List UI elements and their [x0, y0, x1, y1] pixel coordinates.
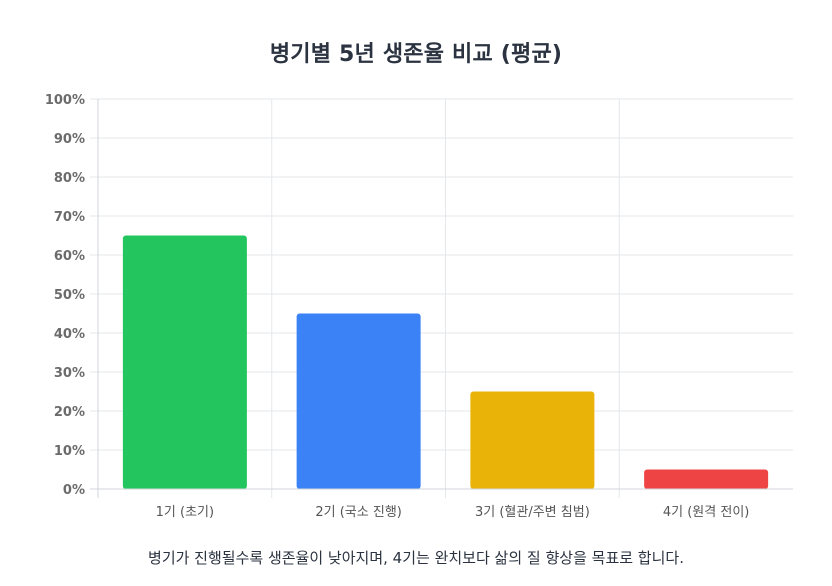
y-tick-label: 60% — [54, 249, 85, 264]
y-tick-label: 50% — [54, 288, 85, 303]
x-axis-ticks: 1기 (초기) 2기 (국소 진행) 3기 (혈관/주변 침범) 4기 (원격 전이) — [156, 504, 750, 520]
y-tick-label: 90% — [54, 132, 85, 147]
bar — [470, 391, 595, 489]
chart-title: 병기별 5년 생존율 비교 (평균) — [269, 42, 563, 67]
bar — [122, 235, 247, 489]
y-tick-label: 80% — [54, 171, 85, 186]
bar — [644, 469, 769, 489]
chart-caption: 병기가 진행될수록 생존율이 낮아지며, 4기는 완치보다 삶의 질 향상을 목… — [148, 549, 684, 567]
y-tick-label: 20% — [54, 405, 85, 420]
bars — [122, 235, 769, 489]
x-tick-label: 1기 (초기) — [156, 505, 214, 520]
y-tick-label: 0% — [63, 483, 85, 498]
y-tick-label: 70% — [54, 210, 85, 225]
x-tick-label: 4기 (원격 전이) — [663, 505, 749, 520]
bar — [296, 313, 421, 489]
x-tick-label: 3기 (혈관/주변 침범) — [475, 505, 590, 520]
y-tick-label: 40% — [54, 327, 85, 342]
y-tick-label: 10% — [54, 444, 85, 459]
axes — [90, 99, 793, 498]
y-tick-label: 30% — [54, 366, 85, 381]
x-tick-label: 2기 (국소 진행) — [315, 504, 401, 520]
y-axis-ticks: 0% 10% 20% 30% 40% 50% 60% 70% 80% 90% 100% — [45, 93, 85, 498]
y-tick-label: 100% — [45, 93, 85, 108]
